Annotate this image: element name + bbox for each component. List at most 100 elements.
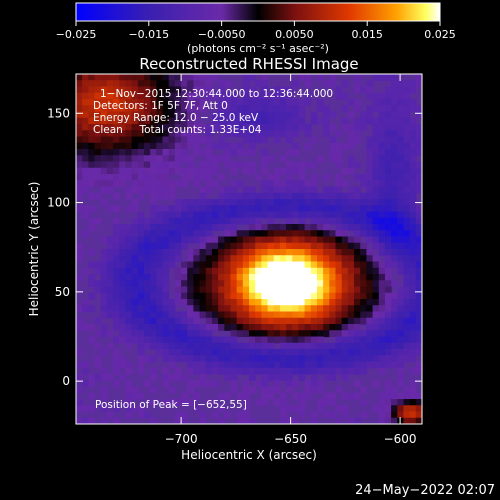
heatmap-cell — [113, 111, 120, 119]
heatmap-cell — [378, 399, 386, 406]
heatmap-cell — [82, 361, 89, 369]
heatmap-cell — [150, 186, 157, 194]
heatmap-cell — [230, 349, 238, 356]
heatmap-cell — [391, 92, 398, 100]
heatmap-cell — [156, 217, 164, 225]
heatmap-cell — [156, 305, 164, 313]
heatmap-cell — [323, 330, 330, 338]
heatmap-cell — [316, 217, 324, 225]
heatmap-cell — [137, 142, 145, 150]
heatmap-cell — [174, 199, 182, 206]
colorbar-tick-label: 0.0050 — [275, 28, 314, 41]
heatmap-cell — [125, 411, 133, 419]
heatmap-cell — [409, 330, 417, 338]
heatmap-cell — [150, 199, 157, 206]
heatmap-cell — [255, 205, 262, 213]
heatmap-cell — [372, 305, 380, 313]
heatmap-cell — [76, 149, 83, 156]
heatmap-cell — [218, 355, 225, 363]
heatmap-cell — [94, 361, 102, 369]
heatmap-cell — [199, 349, 207, 356]
heatmap-cell — [292, 180, 300, 188]
heatmap-cell — [143, 74, 151, 81]
heatmap-cell — [236, 361, 244, 369]
colorbar-tick-label: −0.015 — [128, 28, 169, 41]
heatmap-cell — [224, 236, 232, 244]
heatmap-cell — [347, 186, 355, 194]
heatmap-cell — [199, 367, 207, 375]
heatmap-cell — [187, 86, 194, 94]
heatmap-cell — [236, 411, 244, 419]
heatmap-cell — [218, 105, 225, 113]
heatmap-cell — [162, 167, 170, 175]
heatmap-cell — [335, 255, 343, 263]
heatmap-cell — [125, 230, 133, 238]
heatmap-cell — [403, 92, 411, 100]
heatmap-cell — [131, 224, 139, 231]
heatmap-cell — [298, 267, 306, 275]
heatmap-cell — [193, 261, 201, 269]
heatmap-cell — [224, 355, 232, 363]
heatmap-cell — [181, 261, 188, 269]
heatmap-cell — [88, 161, 96, 169]
heatmap-cell — [193, 236, 201, 244]
heatmap-cell — [372, 105, 380, 113]
heatmap-cell — [378, 211, 386, 219]
heatmap-cell — [137, 392, 145, 400]
heatmap-cell — [403, 217, 411, 225]
heatmap-cell — [119, 149, 127, 156]
heatmap-cell — [131, 386, 139, 394]
colorbar-ticks: −0.025 −0.015 −0.0050 0.0050 0.015 0.025 — [56, 21, 456, 41]
heatmap-cell — [347, 392, 355, 400]
heatmap-cell — [384, 255, 392, 263]
heatmap-cell — [211, 211, 219, 219]
heatmap-cell — [372, 311, 380, 319]
heatmap-cell — [341, 374, 349, 381]
heatmap-cell — [249, 86, 256, 94]
heatmap-cell — [137, 161, 145, 169]
heatmap-cell — [286, 255, 293, 263]
heatmap-cell — [113, 130, 120, 138]
heatmap-cell — [415, 361, 422, 369]
heatmap-cell — [378, 274, 386, 281]
heatmap-cell — [329, 136, 337, 144]
heatmap-cell — [261, 324, 269, 331]
heatmap-cell — [187, 80, 194, 88]
heatmap-cell — [403, 399, 411, 406]
heatmap-cell — [273, 105, 281, 113]
heatmap-cell — [205, 324, 213, 331]
heatmap-cell — [415, 180, 422, 188]
heatmap-cell — [181, 286, 188, 294]
heatmap-cell — [310, 199, 318, 206]
heatmap-cell — [156, 317, 164, 325]
heatmap-cell — [218, 361, 225, 369]
heatmap-cell — [113, 80, 120, 88]
heatmap-cell — [372, 99, 380, 106]
heatmap-cell — [205, 330, 213, 338]
heatmap-cell — [193, 174, 201, 181]
heatmap-cell — [329, 211, 337, 219]
heatmap-cell — [329, 249, 337, 256]
heatmap-cell — [415, 399, 422, 406]
heatmap-cell — [230, 242, 238, 250]
heatmap-cell — [187, 355, 194, 363]
heatmap-cell — [131, 86, 139, 94]
heatmap-cell — [211, 361, 219, 369]
heatmap-cell — [125, 111, 133, 119]
heatmap-cell — [218, 174, 225, 181]
heatmap-cell — [236, 267, 244, 275]
heatmap-cell — [255, 136, 262, 144]
heatmap-cell — [162, 280, 170, 288]
heatmap-cell — [76, 180, 83, 188]
heatmap-cell — [205, 211, 213, 219]
heatmap-cell — [125, 130, 133, 138]
heatmap-cell — [187, 155, 194, 163]
heatmap-cell — [174, 330, 182, 338]
heatmap-cell — [298, 99, 306, 106]
heatmap-cell — [341, 92, 349, 100]
heatmap-cell — [113, 92, 120, 100]
heatmap-cell — [76, 74, 83, 81]
heatmap-cell — [267, 330, 275, 338]
heatmap-cell — [372, 199, 380, 206]
heatmap-cell — [187, 92, 194, 100]
